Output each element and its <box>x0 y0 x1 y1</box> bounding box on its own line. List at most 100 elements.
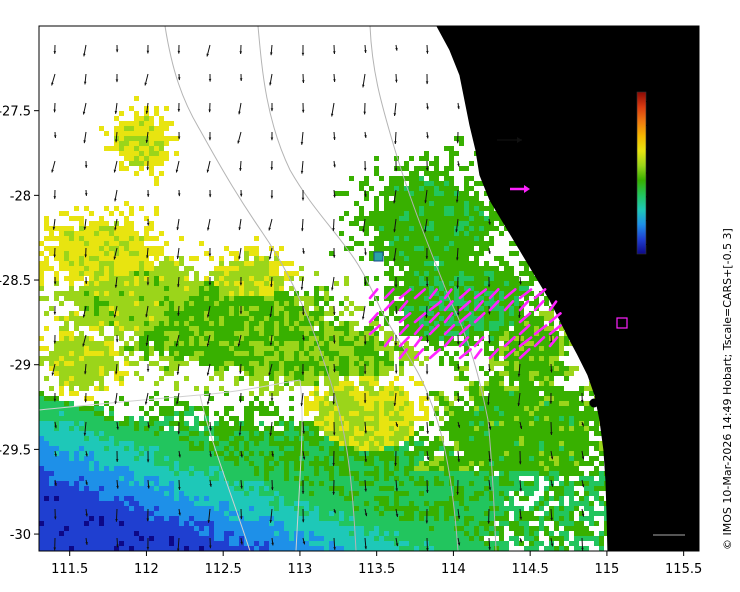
gsl-arrow <box>425 305 428 318</box>
colorbar-tick-label: 27 <box>652 96 667 109</box>
gsl-arrow <box>146 247 149 259</box>
gsl-arrow <box>176 247 180 259</box>
gsl-arrow <box>395 73 398 83</box>
hf-subtitle: (4-12h avg) noQC <box>499 157 624 173</box>
gsl-arrow <box>581 537 584 551</box>
hf-radar-arrows <box>368 288 562 360</box>
gsl-arrow <box>488 537 491 550</box>
hf-arrow <box>398 348 409 360</box>
gsl-arrow <box>83 421 87 436</box>
gsl-arrow <box>519 508 523 520</box>
gsl-arrow <box>363 334 367 345</box>
hf-arrow <box>518 312 532 324</box>
gsl-arrow <box>488 421 492 430</box>
gsl-arrow <box>457 102 460 110</box>
gsl-arrow <box>113 247 118 260</box>
gsl-arrow <box>300 160 304 174</box>
gsl-arrow <box>456 479 459 495</box>
gsl-arrow <box>393 247 397 262</box>
town-label: Dongara <box>600 387 667 403</box>
gsl-scale-arrowhead <box>517 137 522 143</box>
gsl-arrow <box>177 102 181 112</box>
gsl-arrow <box>423 218 428 233</box>
depth-1000-label: 1000m <box>653 520 699 535</box>
hf-arrow <box>458 288 472 300</box>
gsl-arrow <box>270 131 274 141</box>
hf-arrow <box>398 300 409 312</box>
gsl-arrow <box>394 276 398 288</box>
hf-arrow <box>383 288 395 300</box>
hf-arrow <box>473 348 483 360</box>
gsl-arrow <box>53 508 57 520</box>
gsl-arrow <box>425 160 429 171</box>
gsl-arrow <box>240 450 243 458</box>
gsl-arrow <box>83 218 87 230</box>
gsl-arrow <box>395 305 398 315</box>
gsl-arrow <box>363 102 367 115</box>
x-tick-label: 112 <box>134 562 159 577</box>
hf-arrow <box>518 288 533 300</box>
gsl-arrow <box>85 479 88 486</box>
hf-arrow <box>548 300 558 312</box>
gsl-arrow <box>206 160 211 173</box>
gsl-arrow <box>519 421 523 430</box>
colorbar-tick-label: 26 <box>652 119 668 132</box>
gsl-arrow <box>240 508 243 520</box>
gsl-arrow <box>456 131 460 144</box>
gsl-arrow <box>178 450 181 458</box>
gsl-arrow <box>269 73 273 86</box>
gsl-arrow <box>364 450 368 463</box>
gsl-arrow <box>53 305 57 315</box>
hf-arrow <box>443 312 454 324</box>
colorbar-strip <box>636 91 647 255</box>
gsl-arrow <box>238 218 242 231</box>
gsl-arrow <box>301 44 305 56</box>
gsl-arrow <box>364 131 367 139</box>
colorbar-ticks: 21 22 23 24 25 26 27 <box>646 96 668 251</box>
gsl-arrow <box>115 334 119 343</box>
gsl-arrow <box>333 160 336 168</box>
gsl-arrow <box>116 421 119 430</box>
gsl-arrow <box>518 305 521 319</box>
gsl-arrow <box>207 508 211 523</box>
x-tick-label: 113.5 <box>358 562 395 577</box>
gsl-arrow <box>268 363 273 376</box>
hf-title: HF radar velocity <box>499 140 619 156</box>
gsl-arrow <box>519 276 522 285</box>
gsl-arrow <box>269 334 273 346</box>
gsl-arrow <box>145 131 149 143</box>
gsl-arrow <box>53 44 57 54</box>
hf-arrow <box>548 312 562 324</box>
gsl-arrow <box>85 508 88 517</box>
hf-arrow <box>503 348 516 360</box>
hf-arrow <box>458 312 472 324</box>
gsl-arrow <box>393 392 397 406</box>
gsl-arrow <box>332 392 335 405</box>
gsl-time: 07-Mar 00:00Z <box>484 101 588 117</box>
gsl-arrow <box>457 160 460 167</box>
gsl-arrow <box>144 392 149 405</box>
land-mass <box>436 26 699 551</box>
hf-scale-arrowhead <box>524 185 530 193</box>
gsl-arrow <box>394 131 397 145</box>
hf-arrow <box>443 288 453 300</box>
contour-200m <box>257 26 459 551</box>
colorbar-tick-label: 23 <box>652 191 667 204</box>
gsl-arrow <box>425 276 429 287</box>
gsl-title: NRT00 GSL <box>484 84 562 100</box>
gsl-arrow <box>239 363 242 374</box>
gsl-arrow <box>330 102 335 117</box>
gsl-arrow <box>332 247 336 258</box>
gsl-arrow <box>488 334 491 344</box>
gsl-arrow <box>395 44 398 51</box>
gsl-arrow <box>302 537 306 545</box>
gsl-arrow <box>302 334 305 341</box>
hf-arrow <box>443 300 454 312</box>
gsl-arrow <box>395 508 399 518</box>
y-tick-label: -27.5 <box>0 105 31 120</box>
gsl-arrow <box>237 334 242 347</box>
hf-arrow <box>473 312 486 324</box>
gsl-arrow <box>82 305 87 318</box>
gsl-arrow <box>301 305 305 316</box>
gsl-arrow <box>333 131 336 141</box>
